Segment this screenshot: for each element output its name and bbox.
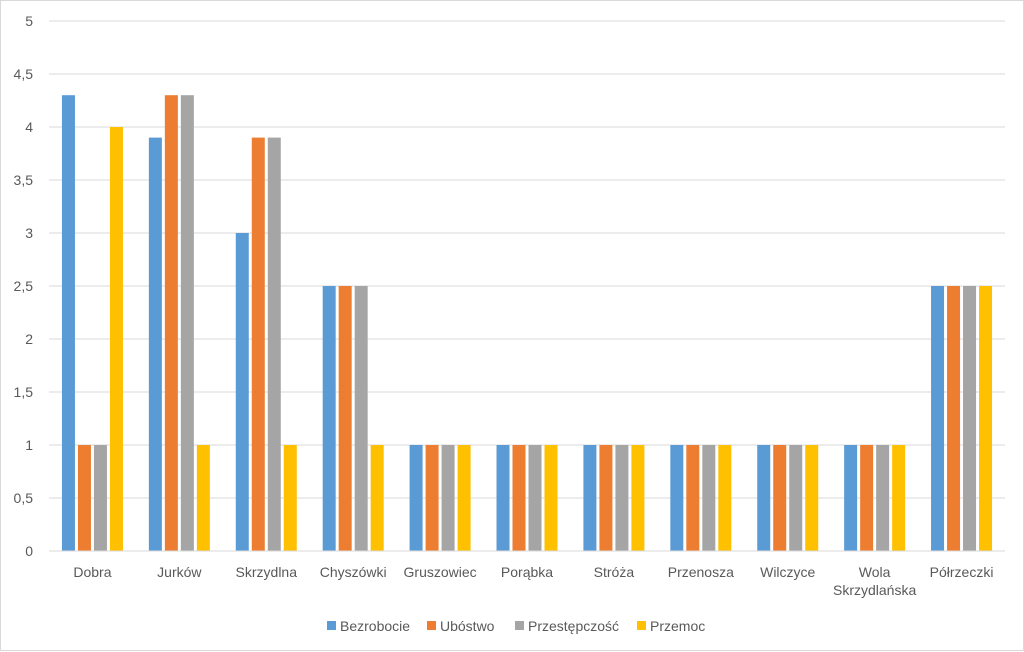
bar [457,445,471,551]
bar [322,286,336,551]
legend: Bezrobocie Ubóstwo Przestępczość Przemoc [327,618,705,634]
bar [251,137,265,551]
bar [109,127,123,551]
bar [963,286,977,551]
bar [583,445,597,551]
legend-swatch [515,621,524,630]
x-tick-label: Półrzeczki [930,564,994,580]
bar [528,445,542,551]
bar [267,137,281,551]
bar [931,286,945,551]
bar [670,445,684,551]
y-tick-label: 4 [25,119,33,135]
legend-label: Przemoc [650,618,705,634]
legend-label: Bezrobocie [340,618,410,634]
bar [196,445,210,551]
bar [979,286,993,551]
y-tick-label: 4,5 [14,66,34,82]
bar [512,445,526,551]
bar [283,445,297,551]
y-tick-label: 5 [25,13,33,29]
legend-label: Przestępczość [528,618,619,634]
bar [718,445,732,551]
bar [496,445,510,551]
x-tick-label: Gruszowiec [404,564,477,580]
bar [354,286,368,551]
x-tick-label: Wilczyce [760,564,815,580]
x-tick-label: Przenosza [668,564,734,580]
y-tick-label: 1 [25,437,33,453]
bar [757,445,771,551]
y-axis: 0 0,5 1 1,5 2 2,5 3 3,5 4 4,5 5 [14,13,34,559]
bar [860,445,874,551]
y-tick-label: 3,5 [14,172,34,188]
bar [844,445,858,551]
x-tick-label: Dobra [73,564,111,580]
bar [61,95,75,551]
bar [615,445,629,551]
y-tick-label: 1,5 [14,384,34,400]
bar [93,445,107,551]
x-tick-label: Porąbka [501,564,553,580]
bar [631,445,645,551]
bar [409,445,423,551]
bar [370,445,384,551]
x-tick-label: Skrzydlna [236,564,298,580]
bar [441,445,455,551]
bar [544,445,558,551]
bar [164,95,178,551]
y-tick-label: 2 [25,331,33,347]
x-tick-label: Chyszówki [320,564,387,580]
bar [876,445,890,551]
bar [805,445,819,551]
bar [235,233,249,551]
bar [425,445,439,551]
x-tick-label: Jurków [157,564,202,580]
bar [947,286,961,551]
bar [148,137,162,551]
y-tick-label: 0 [25,543,33,559]
bar [599,445,613,551]
bar [892,445,906,551]
bar [789,445,803,551]
bar [77,445,91,551]
y-tick-label: 2,5 [14,278,34,294]
bar [180,95,194,551]
bar [338,286,352,551]
bar [702,445,716,551]
x-tick-label: Stróża [594,564,635,580]
bars [61,95,993,551]
bar [773,445,787,551]
legend-swatch [427,621,436,630]
x-axis: Dobra Jurków Skrzydlna Chyszówki Gruszowiec P… [49,550,1005,598]
legend-label: Ubóstwo [440,618,495,634]
legend-swatch [637,621,646,630]
x-tick-label: Wola Skrzydlańska [833,564,916,598]
y-tick-label: 3 [25,225,33,241]
bar [686,445,700,551]
y-tick-label: 0,5 [14,490,34,506]
legend-swatch [327,621,336,630]
